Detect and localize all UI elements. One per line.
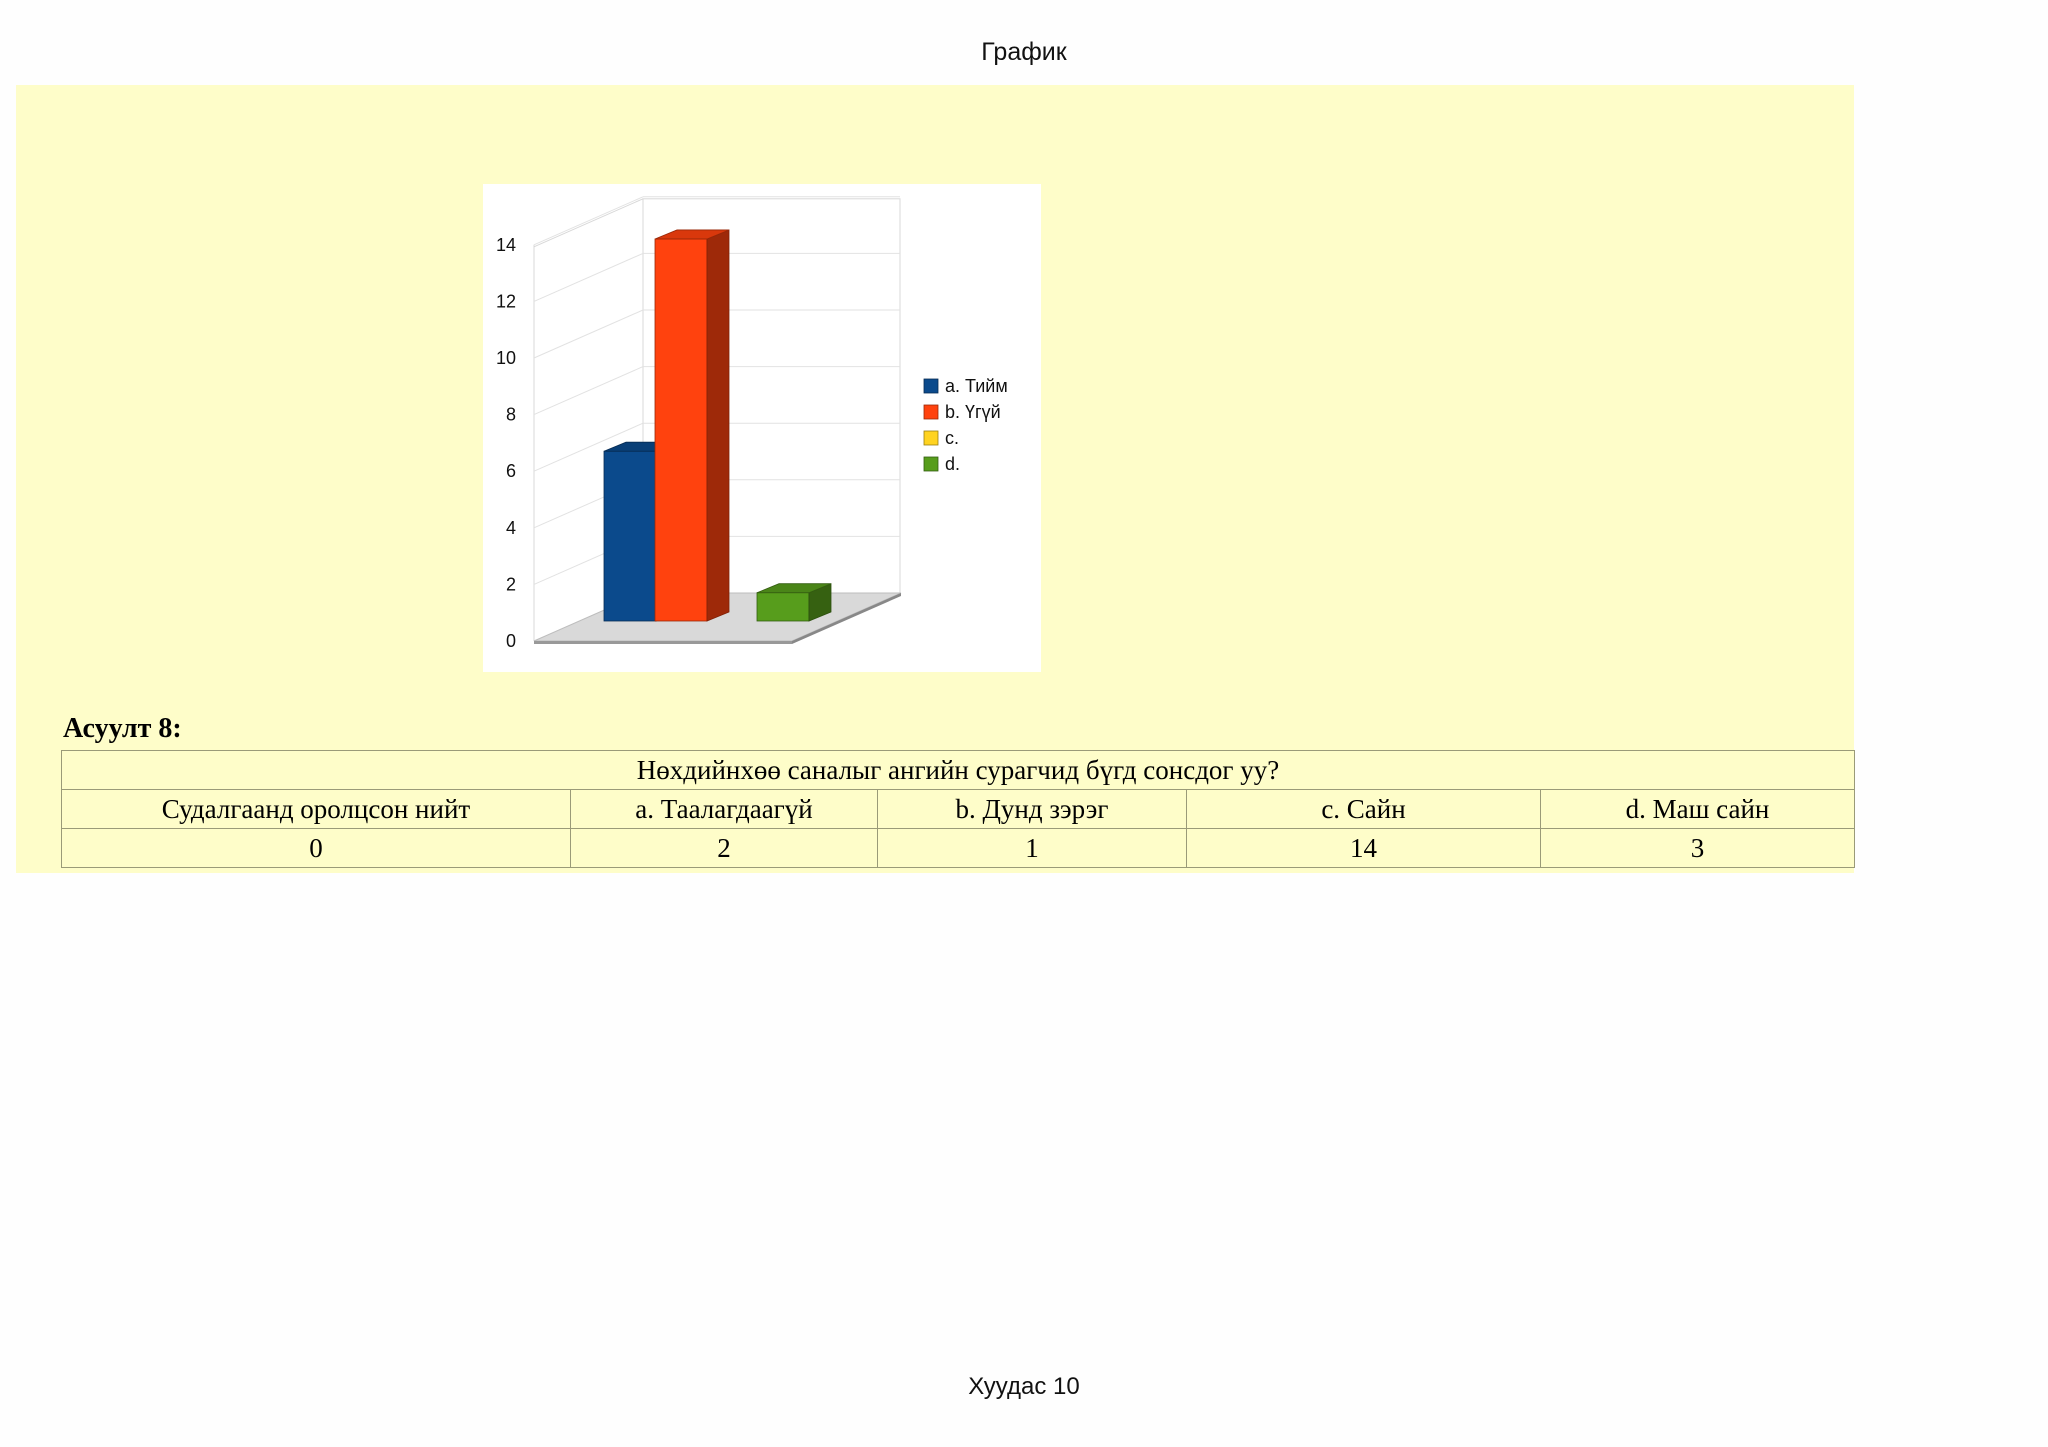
- table-value-row: 0 2 1 14 3: [61, 828, 1856, 868]
- chart-y-tick-label: 6: [506, 461, 516, 481]
- chart-gridline-side: [533, 196, 644, 246]
- table-header-cell: c. Сайн: [1186, 789, 1541, 829]
- chart-bar-front: [603, 450, 657, 622]
- table-value-cell: 0: [61, 828, 571, 868]
- chart-legend: a. Тийм b. Үгүй c. d.: [923, 376, 1008, 474]
- chart-y-tick-label: 10: [496, 348, 516, 368]
- table-title-row: Нөхдийнхөө саналыг ангийн сурагчид бүгд …: [60, 750, 1856, 790]
- chart-y-tick-label: 2: [506, 574, 516, 594]
- bar-chart-svg: 0 2 4 6 8 10 12 14 a. Тийм b. Үгүй c. d.: [496, 196, 1008, 651]
- chart-gridline-side: [533, 252, 644, 302]
- chart-legend-swatch: [923, 404, 939, 420]
- chart-legend-label: a. Тийм: [945, 376, 1008, 396]
- chart-y-tick-label: 14: [496, 235, 516, 255]
- page-title: График: [981, 38, 1067, 66]
- chart-bar-top: [654, 229, 730, 240]
- chart-bars: [603, 229, 832, 622]
- chart-bar-side: [706, 229, 730, 622]
- chart-bar-front: [756, 592, 810, 622]
- chart-legend-label: c.: [945, 428, 959, 448]
- table-value-cell: 14: [1186, 828, 1541, 868]
- question-label: Асуулт 8:: [63, 713, 182, 744]
- table-header-row: Судалгаанд оролцсон нийт a. Таалагдаагүй…: [61, 789, 1856, 829]
- chart-y-tick-label: 12: [496, 291, 516, 311]
- table-header-cell: b. Дунд зэрэг: [877, 789, 1187, 829]
- chart-gridline-side: [533, 422, 644, 472]
- chart-floor-side-edge: [792, 593, 901, 644]
- chart-gridline-side: [533, 309, 644, 359]
- chart-floor-front-edge: [534, 641, 792, 644]
- chart-legend-swatch: [923, 456, 939, 472]
- chart-legend-swatch: [923, 378, 939, 394]
- table-value-cell: 1: [877, 828, 1187, 868]
- table-header-cell: Судалгаанд оролцсон нийт: [61, 789, 571, 829]
- table-header-cell: d. Маш сайн: [1539, 789, 1856, 829]
- chart-gridline-side: [533, 366, 644, 416]
- table-value-cell: 3: [1539, 828, 1856, 868]
- chart-y-ticks: 0 2 4 6 8 10 12 14: [496, 235, 516, 651]
- chart-y-tick-label: 8: [506, 405, 516, 425]
- bar-chart: 0 2 4 6 8 10 12 14 a. Тийм b. Үгүй c. d.: [483, 184, 1041, 672]
- chart-bar-front: [654, 238, 708, 622]
- survey-table: Нөхдийнхөө саналыг ангийн сурагчид бүгд …: [60, 750, 1856, 868]
- chart-legend-swatch: [923, 430, 939, 446]
- table-header-cell: a. Таалагдаагүй: [570, 789, 878, 829]
- chart-y-tick-label: 4: [506, 518, 516, 538]
- table-question-title: Нөхдийнхөө саналыг ангийн сурагчид бүгд …: [60, 750, 1856, 790]
- chart-legend-label: b. Үгүй: [945, 402, 1001, 422]
- chart-legend-label: d.: [945, 454, 960, 474]
- chart-y-tick-label: 0: [506, 631, 516, 651]
- chart-side-wall-top: [533, 198, 644, 248]
- table-value-cell: 2: [570, 828, 878, 868]
- chart-bar-top: [756, 583, 832, 594]
- page-number: Хуудас 10: [968, 1373, 1080, 1400]
